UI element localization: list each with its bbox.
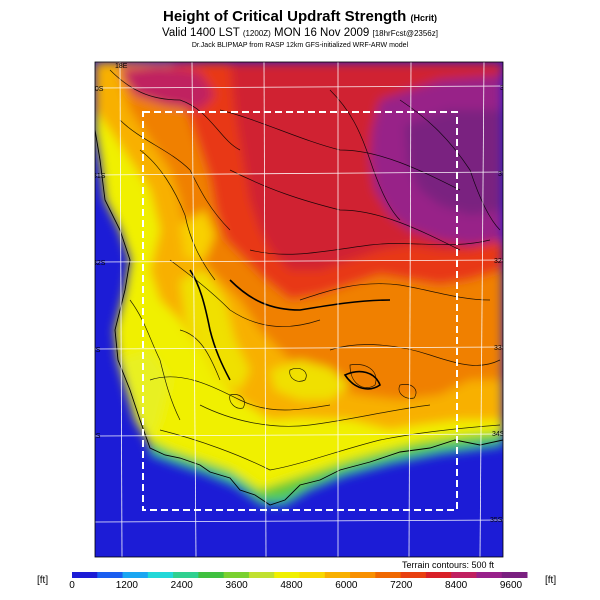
colorbar-unit-left: [ft] (37, 575, 49, 586)
colorbar-swatch (274, 572, 300, 578)
lat-label-left: 33S (88, 347, 101, 354)
colorbar-swatch (375, 572, 402, 578)
lon-label-bottom: 21E (331, 561, 344, 568)
lon-label-top: 23E (478, 56, 491, 63)
lat-label-left: 30S (91, 86, 104, 93)
map-title: Height of Critical Updraft Strength (Hcr… (162, 8, 437, 25)
colorbar-tick-label: 7200 (390, 580, 413, 591)
map-credit: Dr.Jack BLIPMAP from RASP 12km GFS-initi… (191, 42, 409, 49)
lon-label-top: 20E (256, 56, 269, 63)
map-frame (94, 61, 504, 558)
lon-label-bottom: 18E (120, 564, 133, 571)
colorbar-swatch (173, 572, 199, 578)
colorbar-swatch (248, 572, 275, 578)
colorbar-tick-label: 1200 (115, 580, 138, 591)
lat-label-left: 31S (93, 173, 106, 180)
lon-label-top: 21E (330, 56, 343, 63)
colorbar-unit-right: [ft] (545, 575, 557, 586)
lon-label-top: 22E (405, 56, 418, 63)
lon-label-top: 18E (115, 63, 128, 70)
colorbar-swatch (324, 572, 351, 578)
colorbar-swatch (122, 572, 149, 578)
colorbar-swatch (451, 572, 477, 578)
colorbar-swatch (72, 572, 98, 578)
lon-label-bottom: 19E (189, 561, 202, 568)
colorbar (72, 572, 528, 578)
graticule (95, 62, 503, 557)
lat-label-left: 32S (93, 260, 106, 267)
lat-label-right: 34S (492, 431, 505, 438)
lat-label-left: 34S (88, 433, 101, 440)
colorbar-swatch (299, 572, 326, 578)
colorbar-tick-label: 6000 (335, 580, 358, 591)
colorbar-tick-label: 3600 (225, 580, 248, 591)
colorbar-swatch (400, 572, 427, 578)
map-field: 18E 19E 20E 21E 22E 23E 18E 19E 20E 21E … (80, 56, 513, 571)
colorbar-swatch (198, 572, 225, 578)
inner-domain-box (142, 111, 458, 511)
colorbar-swatch (223, 572, 250, 578)
coastline (95, 129, 503, 506)
colorbar-swatch (501, 572, 528, 578)
colorbar-tick-label: 0 (69, 580, 75, 591)
lat-label-right: 35S (490, 517, 503, 524)
thick-contours (189, 269, 391, 390)
lat-label-right: 30S (500, 85, 513, 92)
lat-label-right: 33S (494, 345, 507, 352)
terrain-note: Terrain contours: 500 ft (402, 560, 495, 570)
lon-label-top: 19E (183, 56, 196, 63)
map-subtitle: Valid 1400 LST (1200Z) MON 16 Nov 2009 [… (162, 27, 438, 39)
colorbar-swatch (350, 572, 376, 578)
lat-label-right: 32S (494, 258, 507, 265)
colorbar-swatch (147, 572, 174, 578)
colorbar-tick-label: 9600 (499, 580, 523, 591)
lon-label-bottom: 20E (258, 561, 271, 568)
lat-label-right: 31S (498, 171, 511, 178)
colorbar-swatch (425, 572, 452, 578)
colorbar-swatch (97, 572, 124, 578)
lat-label-left: 35S (80, 519, 93, 526)
colorbar-swatch (476, 572, 503, 578)
colorbar-tick-label: 8400 (445, 580, 468, 591)
terrain-contours (109, 69, 501, 471)
colorbar-tick-label: 4800 (280, 580, 303, 591)
colorbar-tick-label: 2400 (170, 580, 193, 591)
